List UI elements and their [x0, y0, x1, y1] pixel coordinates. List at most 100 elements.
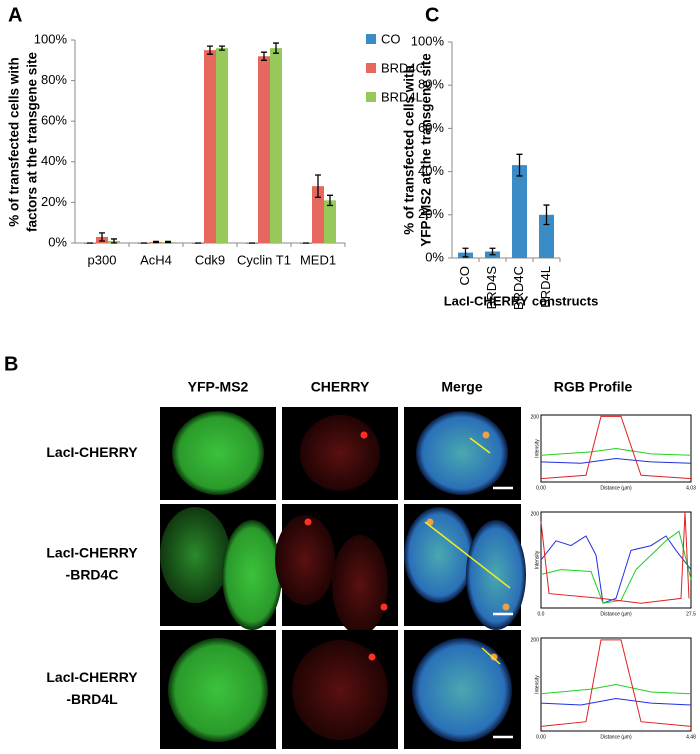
bar: [216, 48, 228, 244]
y-tick-label: 0%: [48, 234, 67, 249]
profile-blue: [540, 535, 692, 604]
y-axis-label: factors at the transgene site: [25, 51, 40, 232]
bar: [512, 165, 527, 258]
column-header: CHERRY: [311, 379, 370, 395]
profile-green: [540, 447, 692, 456]
profile-x-start: 0.00: [536, 734, 546, 740]
y-tick-label: 100%: [411, 33, 445, 48]
y-tick-label: 80%: [418, 77, 444, 92]
nucleus-yfp: [222, 520, 282, 630]
x-tick-label: AcH4: [140, 252, 172, 267]
y-tick-label: 40%: [41, 153, 67, 168]
nucleus-merge: [412, 638, 512, 742]
nucleus-yfp: [168, 638, 268, 742]
profile-y-label: Intensity: [534, 439, 540, 458]
merge-spot: [502, 603, 510, 611]
nucleus-cherry: [275, 515, 335, 605]
error-bar: [327, 194, 333, 207]
column-header: RGB Profile: [554, 379, 633, 395]
bar: [539, 214, 554, 258]
profile-line: [469, 437, 491, 454]
profile-x-start: 0.00: [536, 485, 546, 491]
profile-x-start: 0.0: [538, 611, 545, 617]
profile-x-end: 4.03: [686, 485, 696, 491]
panel-label: B: [4, 353, 18, 375]
y-tick-label: 40%: [418, 163, 444, 178]
profile-line: [481, 647, 501, 665]
y-tick-label: 100%: [34, 31, 68, 46]
legend-swatch: [366, 34, 376, 44]
cherry-spot: [380, 603, 388, 611]
error-bar: [111, 238, 117, 244]
profile-green: [540, 683, 692, 695]
nucleus-merge: [404, 507, 474, 603]
profile-x-label: Distance (µm): [600, 611, 632, 617]
merge-spot: [490, 653, 498, 661]
nucleus-merge: [416, 411, 508, 495]
column-header: Merge: [441, 379, 482, 395]
nucleus-merge: [466, 520, 526, 630]
y-tick-label: 20%: [418, 206, 444, 221]
panel-label: A: [8, 4, 22, 26]
error-bar: [462, 247, 469, 258]
nucleus-yfp: [160, 507, 230, 603]
y-tick-label: 20%: [41, 194, 67, 209]
bar: [324, 200, 336, 243]
y-tick-label: 60%: [418, 120, 444, 135]
profile-y-max: 200: [531, 511, 540, 517]
row-label: -BRD4L: [66, 691, 118, 707]
profile-red: [540, 639, 692, 727]
x-tick-label: p300: [88, 252, 117, 267]
error-bar: [153, 240, 159, 244]
cherry-spot: [368, 653, 376, 661]
y-axis-label: % of transfected cells with: [7, 57, 22, 227]
row-label: -BRD4C: [66, 567, 119, 583]
profile-line: [424, 521, 511, 589]
legend-swatch: [366, 63, 376, 73]
error-bar: [165, 240, 171, 244]
cherry-spot: [360, 431, 368, 439]
y-tick-label: 60%: [41, 113, 67, 128]
error-bar: [273, 42, 279, 54]
nucleus-cherry: [332, 535, 388, 635]
bar: [258, 56, 270, 243]
x-tick-label: Cyclin T1: [237, 252, 291, 267]
profile-y-max: 200: [531, 637, 540, 643]
x-tick-label: MED1: [300, 252, 336, 267]
bar: [312, 186, 324, 243]
error-bar: [489, 247, 496, 256]
legend-label: BRD4L: [381, 89, 423, 104]
column-header: YFP-MS2: [188, 379, 249, 395]
merge-spot: [482, 431, 490, 439]
error-bar: [315, 174, 321, 198]
y-tick-label: 0%: [425, 249, 444, 264]
panel-label: C: [425, 4, 439, 26]
error-bar: [261, 51, 267, 61]
profile-red: [540, 511, 690, 604]
error-bar: [516, 153, 523, 177]
nucleus-yfp: [172, 411, 264, 495]
x-tick-label: BRD4S: [484, 266, 499, 310]
profile-blue: [540, 697, 692, 706]
row-label: LacI-CHERRY: [46, 669, 138, 685]
x-axis-label: LacI-CHERRY constructs: [444, 293, 599, 308]
profile-frame: [540, 511, 692, 609]
x-tick-label: Cdk9: [195, 252, 225, 267]
y-axis-label: % of transfected cells with: [402, 65, 417, 235]
x-tick-label: CO: [457, 266, 472, 286]
legend-swatch: [366, 92, 376, 102]
cherry-spot: [304, 518, 312, 526]
bar: [270, 48, 282, 244]
error-bar: [207, 45, 213, 55]
y-axis-label: YFP-MS2 at the transgene site: [419, 53, 434, 247]
profile-x-label: Distance (µm): [600, 734, 632, 740]
profile-y-label: Intensity: [534, 675, 540, 694]
profile-x-label: Distance (µm): [600, 485, 632, 491]
row-label: LacI-CHERRY: [46, 545, 138, 561]
error-bar: [219, 45, 225, 51]
profile-red: [540, 415, 692, 480]
legend-label: CO: [381, 31, 401, 46]
profile-y-max: 200: [531, 414, 540, 420]
nucleus-cherry: [292, 640, 388, 740]
